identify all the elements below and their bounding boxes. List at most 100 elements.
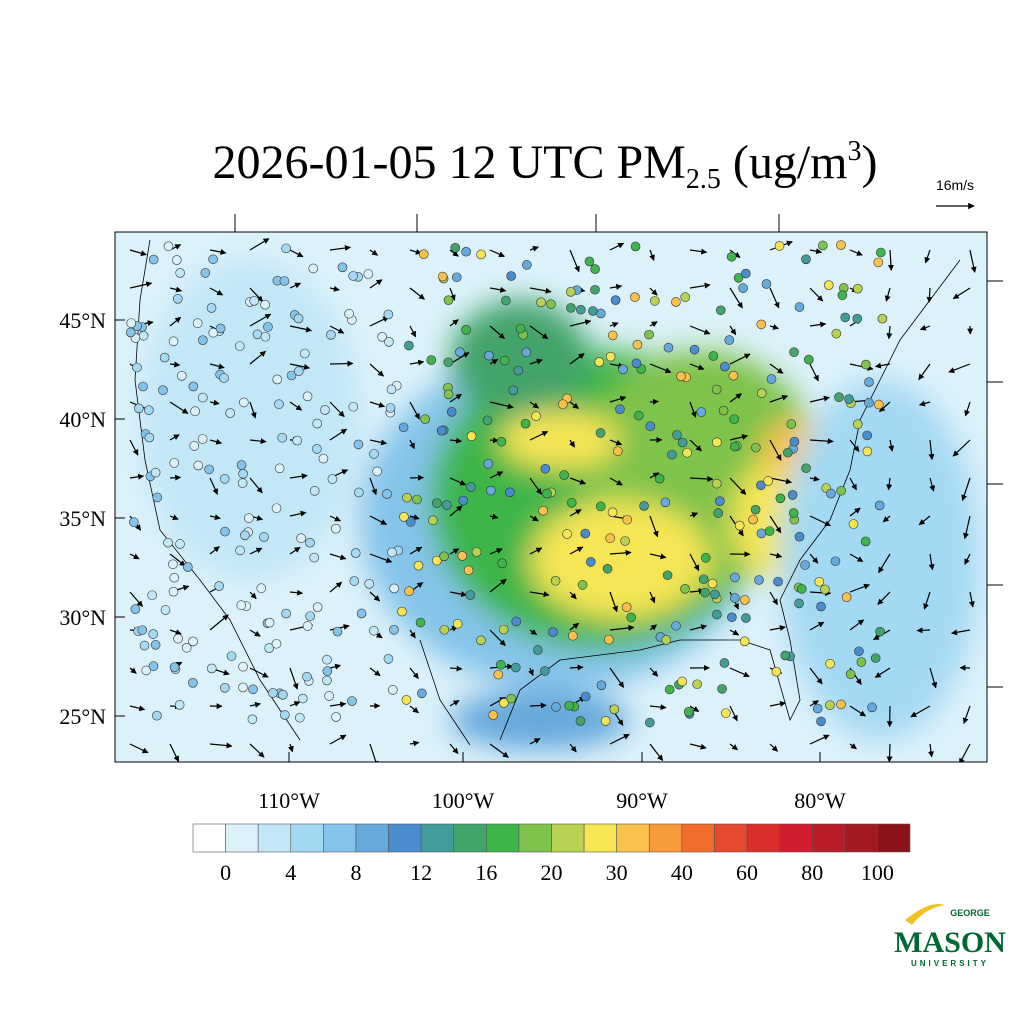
monitor-site [259,532,269,542]
monitor-site [152,492,163,503]
wind-vector [609,549,632,556]
wind-vector [409,546,423,555]
colorbar-box [681,823,715,853]
wind-vector [964,401,971,417]
monitor-site [644,329,654,340]
wind-vector [849,507,861,517]
monitor-site [683,707,694,717]
monitor-site [443,389,454,400]
monitor-site [559,470,569,480]
wind-vector [849,743,857,750]
axis-ticks: 45°N 40°N 35°N 30°N 25°N 110°W 100°W 90°W 80°W [59,214,1003,813]
monitor-site [740,595,750,605]
monitor-site [214,581,224,591]
wind-vector [169,316,182,327]
monitor-site [368,625,379,636]
monitor-site [664,684,675,695]
monitor-site [483,459,494,469]
wind-vector [489,471,504,479]
monitor-site [595,501,606,512]
wind-vector [918,400,931,407]
colorbar-box [779,823,813,853]
wind-vector [409,287,425,300]
monitor-sites [125,240,888,728]
wind-vector [209,438,223,445]
monitor-site [364,579,375,589]
monitor-site [208,254,218,265]
monitor-site [852,419,863,430]
wind-vector [928,439,935,461]
monitor-site [486,485,496,496]
lat-label: 45°N [59,308,106,333]
wind-vector [369,477,378,496]
monitor-site [175,539,185,549]
monitor-site [260,331,271,342]
wind-vector [569,249,580,273]
monitor-site [671,297,681,307]
monitor-site [188,381,199,392]
monitor-site [385,403,396,413]
monitor-site [299,348,310,359]
monitor-site [754,575,764,585]
wind-vector [729,287,743,309]
monitor-site [689,344,700,355]
monitor-site [293,313,304,324]
monitor-site [461,246,471,257]
wind-vector [952,287,971,300]
wind-vector [249,591,257,600]
wind-vector [569,743,577,753]
monitor-site [692,679,702,690]
wind-vector [649,321,658,328]
wind-vector [169,743,180,762]
monitor-site [247,714,258,725]
wind-vector [289,282,302,289]
monitor-site [741,268,751,279]
monitor-site [499,355,510,366]
wind-vector [729,629,740,636]
monitor-site [493,669,504,680]
wind-vector [729,353,751,365]
colorbar-box [616,823,650,853]
wind-vector [729,325,737,336]
wind-vector [529,477,543,495]
monitor-site [796,584,807,594]
colorbar-label: 20 [541,860,563,885]
monitor-site [727,612,737,623]
monitor-site [565,287,576,297]
wind-vector [249,287,264,302]
monitor-site [337,262,348,273]
monitor-site [814,576,825,587]
wind-vector [769,439,782,461]
colorbar-label: 60 [736,860,758,885]
monitor-site [870,653,881,663]
wind-vector [729,705,738,722]
wind-vector [649,287,658,296]
monitor-site [197,434,208,444]
monitor-site [322,675,332,686]
wind-vector [689,512,699,518]
monitor-site [436,425,447,436]
monitor-site [322,666,333,676]
wind-vector [489,358,499,365]
monitor-site [308,263,319,274]
lat-label: 30°N [59,605,106,630]
monitor-site [236,460,247,470]
monitor-site [533,645,543,655]
monitor-site [511,616,522,627]
wind-vector [849,619,865,631]
wind-vector [249,667,269,678]
monitor-site [388,685,398,695]
monitor-site [413,560,424,571]
monitor-site [610,295,621,305]
wind-vector [969,249,977,273]
monitor-site [818,240,828,251]
colorbar-label: 40 [671,860,693,885]
monitor-site [590,284,600,295]
monitor-site [730,593,740,603]
colorbar-label: 80 [801,860,823,885]
title-superscript: 3 [848,136,862,167]
wind-vector [569,591,577,600]
wind-vector [129,591,143,607]
monitor-site [531,411,541,422]
monitor-site [620,536,630,546]
